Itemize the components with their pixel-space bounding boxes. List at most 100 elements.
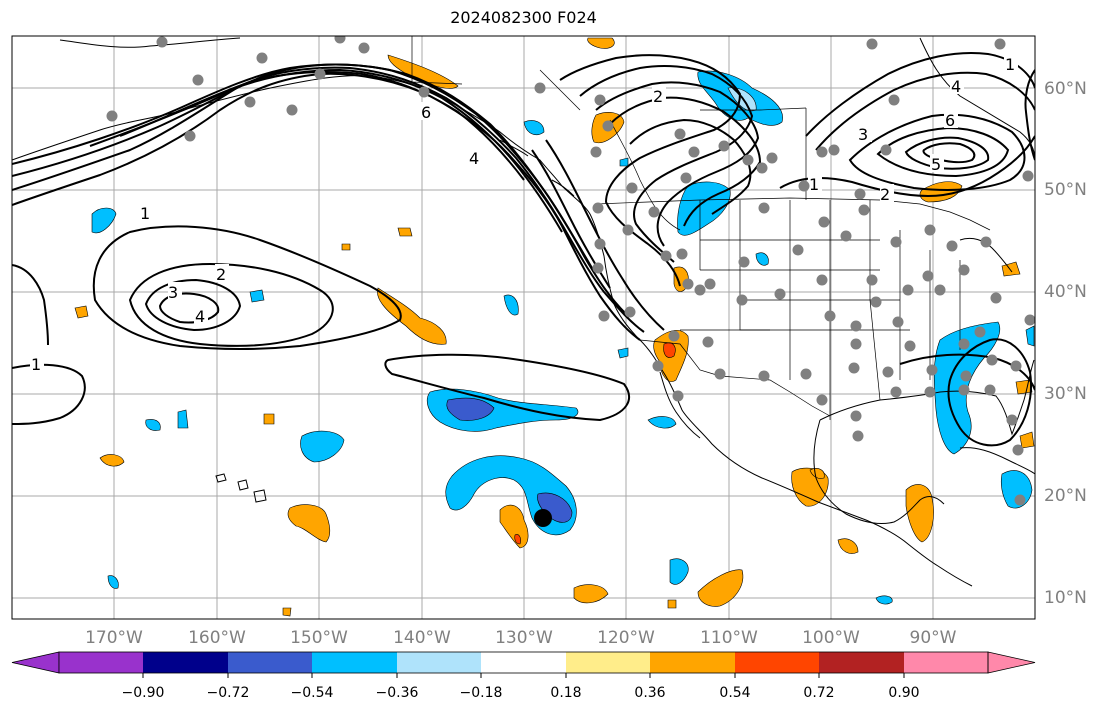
station-dot: [688, 146, 700, 158]
station-dot: [1014, 494, 1026, 506]
station-dot: [902, 284, 914, 296]
station-dot: [926, 364, 938, 376]
station-dot: [904, 340, 916, 352]
station-dot: [866, 274, 878, 286]
station-dot: [674, 128, 686, 140]
lat-label: 50°N: [1044, 180, 1087, 200]
colorbar-tick-label: −0.54: [291, 685, 334, 701]
station-dot: [704, 278, 716, 290]
station-dot: [974, 326, 986, 338]
station-dot: [736, 294, 748, 306]
colorbar-swatch: [397, 652, 481, 673]
station-dot: [742, 154, 754, 166]
station-dot: [1024, 314, 1035, 326]
station-dot: [192, 74, 204, 86]
contour-label: 3: [168, 283, 178, 302]
colorbar: [11, 651, 1036, 678]
lon-label: 90°W: [910, 628, 957, 648]
contour-label: 2: [653, 87, 663, 106]
lon-label: 120°W: [597, 628, 655, 648]
colorbar-tick-label: 0.72: [803, 685, 834, 701]
station-dot: [792, 244, 804, 256]
station-dot: [818, 216, 830, 228]
contour-label: 5: [931, 155, 941, 174]
station-dot: [702, 336, 714, 348]
station-dot: [1012, 444, 1024, 456]
station-dot: [622, 224, 634, 236]
station-dot: [648, 206, 660, 218]
station-dot: [800, 368, 812, 380]
station-dot: [314, 68, 326, 80]
colorbar-tick-label: −0.72: [207, 685, 250, 701]
station-dot: [1022, 170, 1034, 182]
station-dot: [106, 110, 118, 122]
station-dot: [1006, 414, 1018, 426]
station-dot: [934, 284, 946, 296]
station-dot: [676, 248, 688, 260]
lon-label: 150°W: [290, 628, 348, 648]
station-dot: [958, 338, 970, 350]
contour-label: 2: [216, 265, 226, 284]
colorbar-outline: [58, 651, 989, 674]
station-dot: [986, 354, 998, 366]
station-dot: [798, 180, 810, 192]
colorbar-tick-label: 0.90: [888, 685, 919, 701]
colorbar-swatch: [143, 652, 228, 673]
station-dot: [848, 362, 860, 374]
station-dot: [660, 250, 672, 262]
station-dot: [534, 82, 546, 94]
station-dot: [858, 204, 870, 216]
station-dot: [624, 306, 636, 318]
lat-label: 40°N: [1044, 282, 1087, 302]
lat-label: 20°N: [1044, 486, 1087, 506]
station-dot: [890, 236, 902, 248]
station-dot: [870, 296, 882, 308]
lon-label: 170°W: [85, 628, 143, 648]
station-dot: [888, 94, 900, 106]
station-dot: [922, 270, 934, 282]
station-dot: [738, 256, 750, 268]
station-markers: [106, 36, 1035, 506]
colorbar-swatch: [819, 652, 904, 673]
station-dot: [824, 310, 836, 322]
station-dot: [714, 368, 726, 380]
colorbar-tick-label: −0.90: [122, 685, 165, 701]
station-dot: [828, 144, 840, 156]
storm-center-marker: [534, 509, 552, 527]
longitude-labels: 170°W 160°W 150°W 140°W 130°W 120°W 110°…: [85, 628, 957, 648]
lon-label: 160°W: [188, 628, 246, 648]
station-dot: [418, 86, 430, 98]
contour-label-layer: 1 2 3 4 1 6 4 2 1 2 3 4 5 6: [30, 54, 1018, 374]
station-dot: [924, 224, 936, 236]
colorbar-tick-labels: −0.90 −0.72 −0.54 −0.36 −0.18 0.18 0.36 …: [122, 685, 920, 701]
station-dot: [816, 274, 828, 286]
colorbar-tick-label: −0.18: [460, 685, 503, 701]
station-dot: [892, 316, 904, 328]
station-dot: [850, 338, 862, 350]
contour-label: 1: [31, 355, 41, 374]
station-dot: [358, 42, 370, 54]
station-dot: [334, 36, 346, 44]
station-dot: [594, 94, 606, 106]
station-dot: [958, 384, 970, 396]
station-dot: [286, 104, 298, 116]
colorbar-swatch: [904, 652, 988, 673]
station-dot: [602, 120, 614, 132]
colorbar-swatch: [228, 652, 312, 673]
contour-label: 2: [880, 185, 890, 204]
lat-label: 10°N: [1044, 588, 1087, 608]
station-dot: [984, 384, 996, 396]
contour-label: 3: [858, 125, 868, 144]
colorbar-extend-max: [987, 651, 1036, 674]
colorbar-swatch: [650, 652, 735, 673]
colorbar-swatch: [735, 652, 819, 673]
map-frame: [11, 35, 1036, 620]
station-dot: [850, 320, 862, 332]
station-dot: [766, 152, 778, 164]
station-dot: [774, 288, 786, 300]
station-dot: [816, 394, 828, 406]
station-dot: [958, 264, 970, 276]
station-dot: [592, 202, 604, 214]
colorbar-tick-label: −0.36: [376, 685, 419, 701]
contour-label: 4: [469, 149, 479, 168]
